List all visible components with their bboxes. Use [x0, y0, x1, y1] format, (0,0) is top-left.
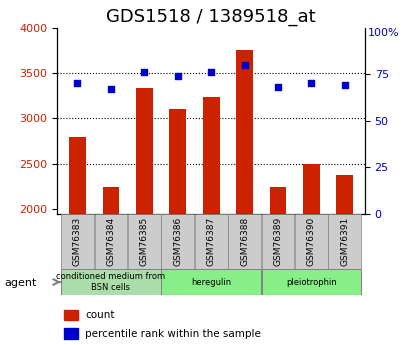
Text: pleiotrophin: pleiotrophin — [285, 277, 336, 287]
Bar — [136, 88, 152, 345]
Point — [274, 85, 281, 90]
FancyBboxPatch shape — [94, 214, 127, 269]
FancyBboxPatch shape — [61, 269, 160, 295]
FancyBboxPatch shape — [161, 214, 193, 269]
Bar — [69, 137, 85, 345]
Text: agent: agent — [4, 278, 36, 288]
Text: GSM76391: GSM76391 — [339, 217, 348, 266]
FancyBboxPatch shape — [228, 214, 260, 269]
Bar — [336, 175, 352, 345]
Text: 100%: 100% — [367, 28, 399, 38]
FancyBboxPatch shape — [194, 214, 227, 269]
Bar — [202, 97, 219, 345]
Point — [241, 62, 247, 68]
Text: heregulin: heregulin — [191, 277, 231, 287]
Bar — [269, 187, 285, 345]
FancyBboxPatch shape — [261, 214, 294, 269]
FancyBboxPatch shape — [161, 269, 260, 295]
Text: count: count — [85, 310, 114, 320]
Text: GSM76384: GSM76384 — [106, 217, 115, 266]
Text: GSM76383: GSM76383 — [73, 217, 82, 266]
Point — [207, 70, 214, 75]
Point — [107, 86, 114, 92]
Point — [74, 81, 81, 86]
Bar — [64, 310, 78, 320]
Point — [141, 70, 147, 75]
Text: GSM76390: GSM76390 — [306, 217, 315, 266]
Bar — [302, 164, 319, 345]
Text: percentile rank within the sample: percentile rank within the sample — [85, 329, 260, 338]
Title: GDS1518 / 1389518_at: GDS1518 / 1389518_at — [106, 8, 315, 26]
Text: GSM76385: GSM76385 — [139, 217, 148, 266]
FancyBboxPatch shape — [128, 214, 160, 269]
FancyBboxPatch shape — [261, 269, 360, 295]
Bar — [236, 50, 252, 345]
Point — [174, 73, 180, 79]
FancyBboxPatch shape — [328, 214, 360, 269]
Bar — [64, 328, 78, 339]
Point — [308, 81, 314, 86]
FancyBboxPatch shape — [294, 214, 327, 269]
Bar — [102, 187, 119, 345]
Text: GSM76387: GSM76387 — [206, 217, 215, 266]
Text: GSM76388: GSM76388 — [240, 217, 248, 266]
Text: GSM76386: GSM76386 — [173, 217, 182, 266]
Bar — [169, 109, 186, 345]
Point — [341, 82, 347, 88]
FancyBboxPatch shape — [61, 214, 94, 269]
Text: conditioned medium from
BSN cells: conditioned medium from BSN cells — [56, 272, 165, 292]
Text: GSM76389: GSM76389 — [273, 217, 282, 266]
